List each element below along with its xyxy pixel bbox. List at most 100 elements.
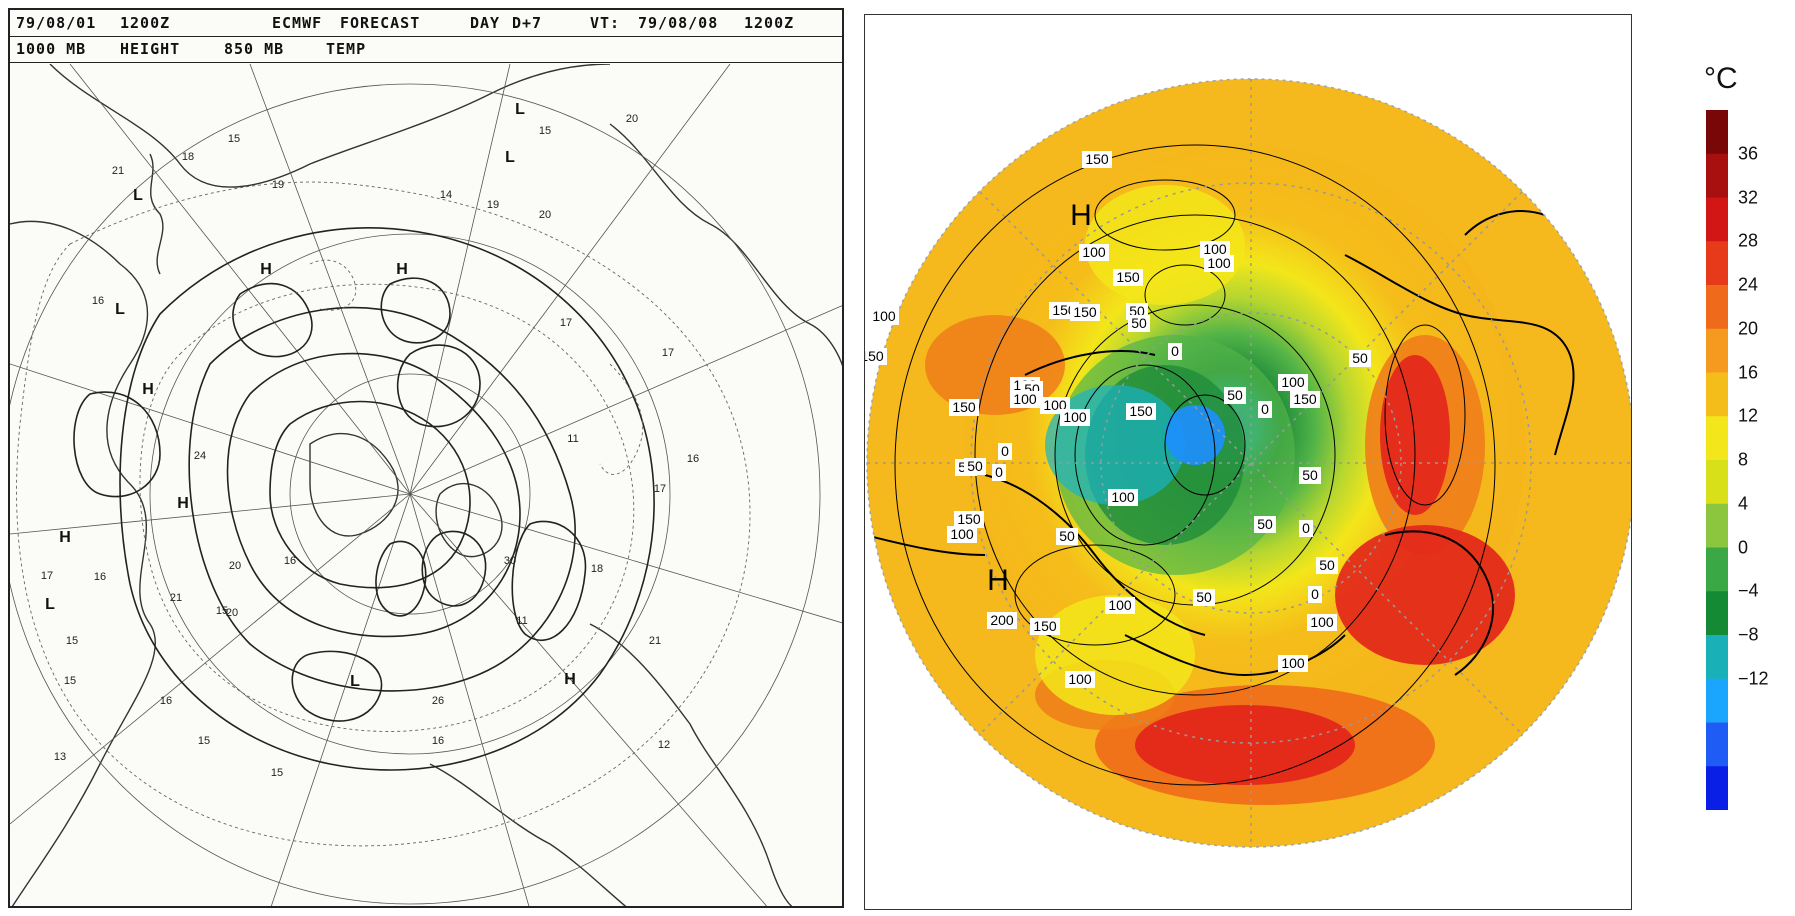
colorbar-unit: °C [1704,62,1738,95]
header-level-1: 1000 MB [16,40,87,58]
right-contour-label-box [1128,315,1150,332]
left-temperature-label: 17 [654,483,666,495]
colorbar-tick-label: 32 [1738,187,1759,207]
left-pressure-label-l: L [45,596,55,613]
left-temperature-label: 21 [112,165,124,177]
left-pressure-label-h: H [59,529,71,546]
left-temperature-label: 30 [504,555,516,567]
colorbar-segment [1706,678,1728,723]
right-contour-label: 50 [1196,589,1212,605]
left-temperature-label: 16 [687,453,699,465]
right-contour-label: 50 [1352,350,1368,366]
left-pressure-label-l: L [505,149,515,166]
colorbar-tick-label: −4 [1738,580,1759,601]
ecmwf-forecast-chart: 79/08/01 1200Z ECMWF FORECAST DAY D+7 VT… [8,8,844,908]
colorbar-segment [1706,153,1728,198]
right-contour-label: 150 [1052,302,1076,318]
colorbar-tick-label: 0 [1738,537,1749,557]
left-temperature-label: 11 [567,433,578,445]
right-contour-label-box [1224,387,1246,404]
right-contour-label-box [1204,255,1234,272]
right-contour-label-box [1316,557,1338,574]
right-contour-label: 100 [1203,241,1227,257]
left-temperature-label: 12 [658,739,670,751]
left-temperature-label: 17 [662,347,674,359]
right-contour-label: 0 [1171,343,1179,359]
right-contour-label: 50 [1302,467,1318,483]
colorbar-tick-label: 16 [1738,362,1759,382]
right-contour-label-box [1258,401,1272,418]
right-contour-label-box [1290,391,1320,408]
left-pressure-label-h: H [142,381,154,398]
right-contour-label: 100 [1310,614,1334,630]
right-contour-label: 100 [1013,391,1037,407]
left-temperature-label: 15 [198,735,210,747]
right-contour-label-box [1193,589,1215,606]
chart-header-row-2: 1000 MB HEIGHT 850 MB TEMP [10,36,842,63]
left-temperature-label: 19 [487,199,499,211]
left-temperature-label: 19 [272,179,284,191]
colorbar-segment [1706,197,1728,242]
right-contour-label: 100 [1281,655,1305,671]
left-temperature-label: 15 [228,133,240,145]
chart-header-row-1: 79/08/01 1200Z ECMWF FORECAST DAY D+7 VT… [10,10,842,37]
colorbar-tick-label: 4 [1738,493,1749,514]
colorbar-segment [1706,110,1728,155]
right-contour-label: 100 [1108,597,1132,613]
left-temperature-label: 18 [591,563,603,575]
colorbar-segment [1706,547,1728,592]
right-contour-label: 100 [1111,489,1135,505]
right-contour-label: 100 [1281,374,1305,390]
right-contour-label: 150 [1085,151,1109,167]
left-temperature-label: 15 [271,767,283,779]
right-contour-label: 150 [1073,304,1097,320]
header-level-2: 850 MB [224,40,285,58]
left-temperature-label: 17 [560,317,572,329]
colorbar-tick-label: 12 [1738,405,1759,426]
right-contour-label: 150 [1033,618,1057,634]
colorbar-segment [1706,241,1728,286]
left-temperature-label: 16 [432,735,444,747]
right-map-graphic: HH 1501001501001001505015010015050010050… [865,78,1631,848]
temperature-height-map: HH 1501001501001001505015010015050010050… [864,14,1632,910]
left-temperature-label: 20 [539,209,551,221]
right-contour-label: 0 [1001,443,1009,459]
left-pressure-label-h: H [396,261,408,278]
header-date: 79/08/01 [16,14,97,32]
right-contour-label-box [869,308,899,325]
colorbar-segment [1706,372,1728,417]
right-contour-label-box [1278,655,1308,672]
left-temperature-label: 18 [182,151,194,163]
left-temperature-labels: 1518191419202015162117171116171620202115… [41,113,699,779]
header-vt-label: VT: [590,14,621,32]
right-contour-label: 50 [1319,557,1335,573]
right-contour-label: 50 [967,458,983,474]
right-contour-label-box [1105,597,1135,614]
right-contour-label-box [998,443,1012,460]
colorbar-tick-label: −12 [1738,668,1769,689]
right-contour-label-box [1254,516,1276,533]
left-temperature-label: 21 [170,592,182,604]
left-temperature-label: 16 [284,555,296,567]
right-contour-label-box [949,399,979,416]
right-contour-label: 100 [1068,671,1092,687]
right-contour-label: 150 [865,348,884,364]
header-time: 1200Z [120,14,171,32]
left-temperature-label: 15 [66,635,78,647]
right-contour-label-box [1108,489,1138,506]
right-contour-label-box [954,511,984,528]
right-contour-label: 150 [1293,391,1317,407]
left-temperature-label: 15 [539,125,551,137]
header-model: ECMWF [272,14,323,32]
colorbar-tick-label: 8 [1738,449,1749,470]
right-contour-label: 150 [1129,403,1153,419]
right-pressure-label-h: H [1070,199,1092,232]
right-contour-label-box [1299,467,1321,484]
right-contour-label-box [1113,269,1143,286]
right-contour-label-box [1278,374,1308,391]
right-contour-label: 0 [1302,520,1310,536]
left-pressure-label-h: H [177,495,189,512]
right-contour-label-box [1082,151,1112,168]
colorbar-tick-label: −8 [1738,624,1759,645]
right-contour-label: 100 [872,308,896,324]
